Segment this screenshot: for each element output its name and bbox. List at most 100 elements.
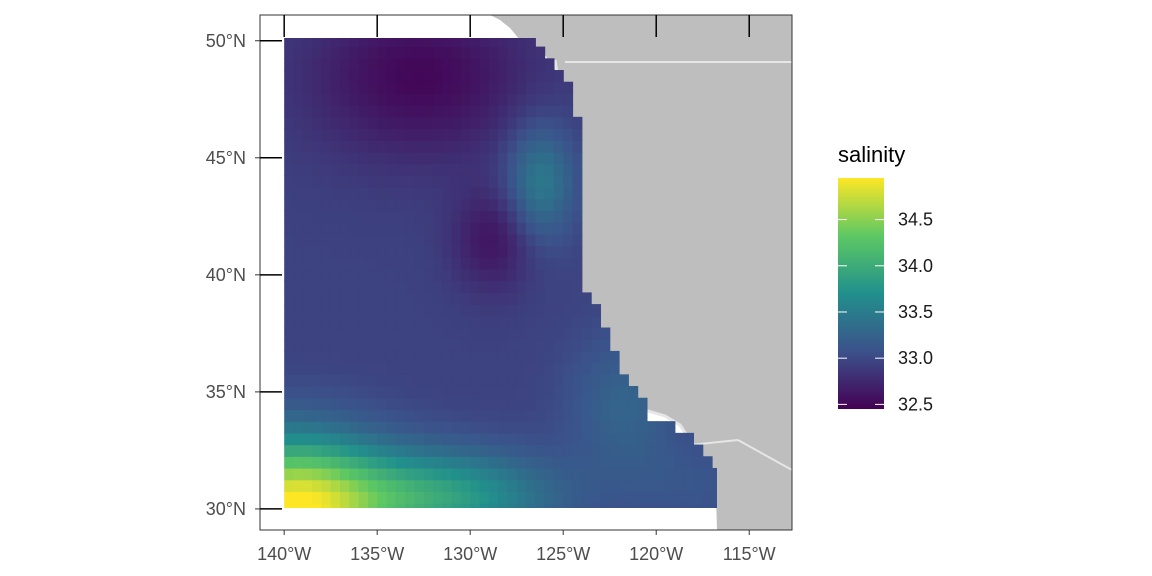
raster-cell — [284, 374, 295, 387]
raster-cell — [470, 386, 481, 399]
raster-cell — [609, 374, 620, 387]
raster-cell — [330, 257, 341, 270]
raster-cell — [312, 151, 322, 165]
raster-cell — [432, 339, 443, 352]
raster-cell — [395, 386, 406, 399]
raster-cell — [693, 444, 704, 457]
raster-cell — [526, 187, 536, 200]
raster-cell — [367, 198, 378, 212]
raster-cell — [432, 93, 443, 106]
raster-cell — [460, 397, 471, 411]
raster-cell — [637, 467, 648, 481]
raster-cell — [544, 386, 555, 399]
raster-cell — [479, 245, 490, 258]
raster-cell — [312, 163, 322, 176]
raster-cell — [312, 386, 322, 399]
raster-cell — [591, 421, 602, 434]
raster-cell — [358, 81, 369, 95]
raster-cell — [572, 467, 583, 481]
raster-cell — [423, 257, 434, 270]
raster-cell — [405, 397, 415, 411]
raster-cell — [377, 268, 388, 282]
raster-cell — [563, 222, 574, 235]
raster-cell — [479, 46, 490, 59]
raster-cell — [367, 222, 378, 235]
raster-cell — [302, 467, 313, 481]
raster-cell — [609, 409, 620, 422]
raster-cell — [284, 467, 295, 481]
raster-cell — [526, 479, 536, 492]
raster-cell — [526, 70, 536, 83]
raster-cell — [460, 187, 471, 200]
raster-cell — [498, 374, 508, 387]
raster-cell — [442, 116, 453, 130]
raster-cell — [479, 292, 490, 305]
raster-cell — [460, 46, 471, 59]
raster-cell — [395, 479, 406, 492]
raster-cell — [591, 362, 602, 375]
raster-cell — [451, 444, 462, 457]
raster-cell — [442, 210, 453, 223]
raster-cell — [330, 503, 341, 508]
raster-cell — [330, 432, 341, 446]
raster-cell — [358, 245, 369, 258]
raster-cell — [330, 491, 341, 504]
raster-cell — [563, 93, 574, 106]
raster-cell — [470, 374, 481, 387]
raster-cell — [488, 386, 499, 399]
raster-cell — [544, 257, 555, 270]
raster-cell — [702, 456, 713, 469]
raster-cell — [321, 151, 332, 165]
raster-cell — [544, 116, 555, 130]
raster-cell — [321, 374, 332, 387]
raster-cell — [544, 315, 555, 329]
raster-cell — [479, 151, 490, 165]
raster-cell — [488, 444, 499, 457]
raster-cell — [470, 187, 481, 200]
raster-cell — [591, 339, 602, 352]
raster-cell — [572, 140, 583, 153]
raster-cell — [498, 467, 508, 481]
raster-cell — [423, 409, 434, 422]
raster-cell — [637, 456, 648, 469]
raster-cell — [386, 362, 397, 375]
raster-cell — [432, 163, 443, 176]
raster-cell — [479, 397, 490, 411]
raster-cell — [488, 198, 499, 212]
raster-cell — [563, 503, 574, 508]
raster-cell — [460, 421, 471, 434]
raster-cell — [507, 339, 518, 352]
raster-cell — [312, 46, 322, 59]
raster-cell — [330, 38, 341, 48]
raster-cell — [488, 456, 499, 469]
raster-cell — [563, 163, 574, 176]
raster-cell — [572, 304, 583, 317]
raster-cell — [339, 479, 350, 492]
raster-cell — [479, 304, 490, 317]
raster-cell — [507, 315, 518, 329]
raster-cell — [553, 444, 564, 457]
raster-cell — [563, 444, 574, 457]
raster-cell — [544, 339, 555, 352]
raster-cell — [460, 163, 471, 176]
raster-cell — [423, 245, 434, 258]
raster-cell — [414, 386, 425, 399]
raster-cell — [358, 432, 369, 446]
raster-cell — [526, 210, 536, 223]
raster-cell — [442, 315, 453, 329]
raster-cell — [442, 268, 453, 282]
raster-cell — [526, 374, 536, 387]
raster-cell — [321, 491, 332, 504]
raster-cell — [386, 81, 397, 95]
raster-cell — [535, 339, 546, 352]
raster-cell — [498, 432, 508, 446]
raster-cell — [451, 292, 462, 305]
raster-cell — [339, 280, 350, 293]
raster-cell — [451, 467, 462, 481]
raster-cell — [284, 456, 295, 469]
raster-cell — [432, 187, 443, 200]
coastal-islands — [495, 15, 560, 52]
raster-cell — [423, 151, 434, 165]
raster-cell — [367, 444, 378, 457]
raster-cell — [488, 163, 499, 176]
